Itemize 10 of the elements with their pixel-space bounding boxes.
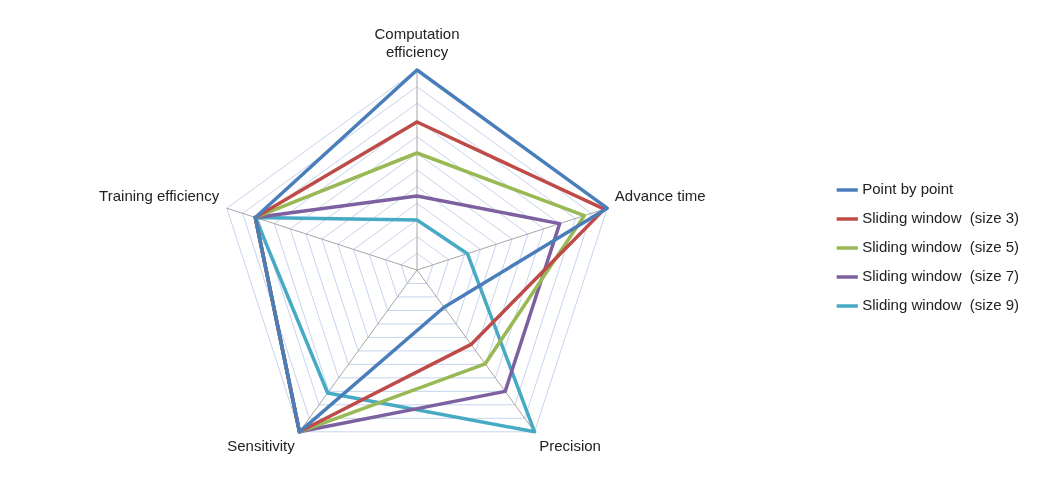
spoke-label: Advance time xyxy=(614,186,706,204)
legend-label: Sliding window (size 3) xyxy=(862,209,1019,227)
spoke-label: Sensitivity xyxy=(227,437,296,455)
spoke-label: Training efficiency xyxy=(99,186,220,204)
spoke-label: Computation efficiency xyxy=(374,25,460,61)
legend-label: Sliding window (size 9) xyxy=(862,296,1019,314)
legend-label: Point by point xyxy=(862,180,954,198)
legend-label: Sliding window (size 5) xyxy=(862,238,1019,256)
spoke-label: Precision xyxy=(539,437,601,455)
legend-label: Sliding window (size 7) xyxy=(862,267,1019,285)
